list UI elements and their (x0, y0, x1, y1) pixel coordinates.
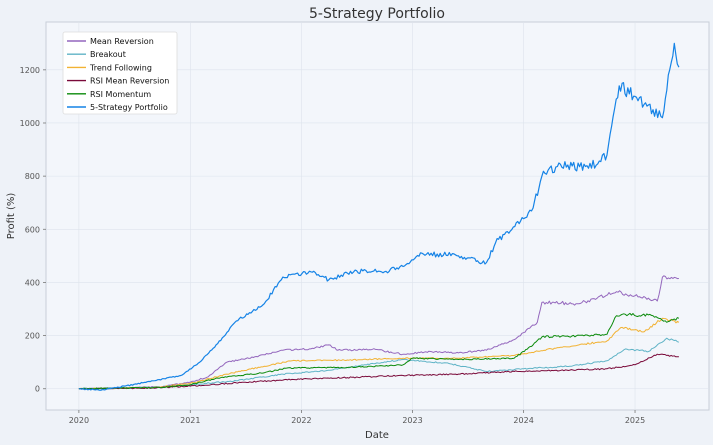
x-axis-label: Date (365, 430, 389, 441)
x-tick-label: 2025 (625, 416, 645, 425)
legend-label: RSI Momentum (90, 90, 151, 99)
y-tick-label: 1200 (20, 66, 40, 75)
legend: Mean Reversion Breakout Trend Following RSI… (62, 31, 178, 115)
y-tick-label: 200 (25, 332, 40, 341)
series-line-5 (78, 312, 680, 390)
legend-box (62, 31, 178, 115)
chart-title: 5-Strategy Portfolio (309, 6, 445, 22)
legend-label: 5-Strategy Portfolio (90, 103, 168, 112)
y-tick-label: 600 (25, 225, 40, 234)
series-line-6 (78, 42, 680, 391)
y-tick-label: 0 (35, 385, 40, 394)
y-axis-label: Profit (%) (6, 193, 17, 240)
x-axis-ticks: 2020 2021 2022 2023 2024 2025 (69, 410, 645, 425)
x-tick-label: 2024 (513, 416, 533, 425)
legend-label: RSI Mean Reversion (90, 77, 169, 86)
series-lines (78, 42, 680, 391)
x-tick-label: 2021 (180, 416, 200, 425)
y-tick-label: 400 (25, 278, 40, 287)
series-line-3 (78, 317, 680, 390)
legend-label: Trend Following (89, 63, 152, 72)
x-tick-label: 2020 (69, 416, 89, 425)
x-tick-label: 2023 (402, 416, 422, 425)
y-axis-ticks: 0 200 400 600 800 1000 1200 (20, 66, 46, 394)
x-tick-label: 2022 (291, 416, 311, 425)
y-tick-label: 1000 (20, 119, 40, 128)
legend-label: Mean Reversion (90, 37, 154, 46)
y-tick-label: 800 (25, 172, 40, 181)
series-line-4 (78, 353, 679, 390)
legend-label: Breakout (90, 50, 126, 59)
